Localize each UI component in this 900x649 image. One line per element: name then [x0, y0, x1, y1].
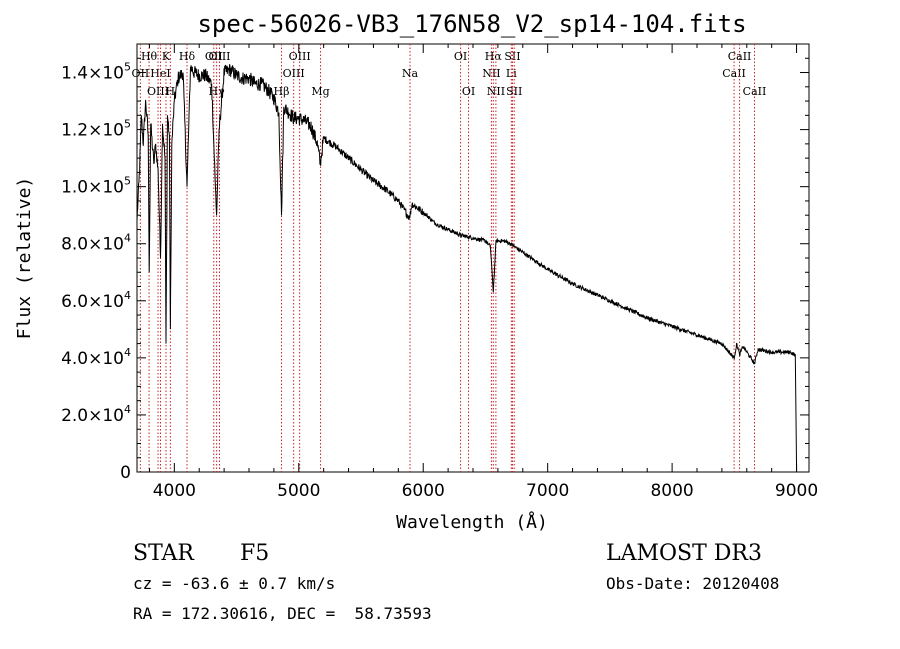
x-axis-ticks: 4000 5000 6000 7000 8000 9000 — [148, 44, 818, 501]
x-tick-label: 6000 — [402, 481, 445, 501]
line-marker-label: Mg — [311, 85, 329, 98]
y-tick-label: 6.0×104 — [61, 289, 131, 312]
line-marker-label: Hα — [485, 50, 503, 63]
line-marker-label: Li — [506, 67, 517, 80]
line-marker-label: OIII — [147, 85, 169, 98]
line-marker-label: OII — [132, 67, 150, 80]
y-tick-label: 2.0×104 — [61, 403, 131, 426]
x-tick-label: 9000 — [775, 481, 818, 501]
observation-date: Obs-Date: 20120408 — [606, 574, 779, 593]
spectral-subclass: F5 — [240, 541, 269, 566]
line-marker-label: OIII — [289, 50, 311, 63]
line-marker-label: NII — [482, 67, 500, 80]
line-marker-label: H — [166, 85, 176, 98]
line-marker-label: OIII — [283, 67, 305, 80]
line-marker-label: NII — [487, 85, 505, 98]
y-tick-label: 1.2×105 — [61, 118, 131, 141]
line-marker-label: OIII — [208, 50, 230, 63]
chart-title: spec-56026-VB3_176N58_V2_sp14-104.fits — [197, 10, 746, 38]
y-tick-label: 4.0×104 — [61, 346, 131, 369]
sky-coordinates: RA = 172.30616, DEC = 58.73593 — [133, 604, 432, 623]
x-tick-label: 5000 — [277, 481, 320, 501]
line-marker-label: SII — [506, 85, 522, 98]
line-marker-label: K — [162, 50, 171, 63]
x-tick-label: 4000 — [153, 481, 196, 501]
object-type: STAR — [133, 541, 195, 566]
line-marker-label: Na — [402, 67, 419, 80]
x-axis-label: Wavelength (Å) — [396, 511, 548, 533]
line-marker-label: OI — [454, 50, 467, 63]
line-marker-label: HeI — [150, 67, 170, 80]
line-marker-label: Hδ — [179, 50, 196, 63]
spectrum-series-line — [136, 64, 798, 473]
redshift-velocity: cz = -63.6 ± 0.7 km/s — [133, 574, 335, 593]
line-marker-label: SII — [504, 50, 520, 63]
x-tick-label: 8000 — [650, 481, 693, 501]
y-tick-label: 0 — [120, 463, 131, 483]
y-axis-label: Flux (relative) — [14, 177, 35, 340]
y-tick-label: 1.0×105 — [61, 175, 131, 198]
line-marker-label: OII — [205, 50, 223, 63]
line-marker-label: CaII — [722, 67, 746, 80]
line-marker-label: OI — [462, 85, 475, 98]
survey-release: LAMOST DR3 — [606, 541, 762, 566]
x-tick-label: 7000 — [526, 481, 569, 501]
y-tick-label: 8.0×104 — [61, 232, 131, 255]
line-marker-label: CaII — [743, 85, 767, 98]
y-axis-ticks: 0 2.0×104 4.0×104 6.0×104 8.0×104 1.0×105 1.2×… — [61, 57, 809, 483]
line-marker-label: Hβ — [274, 85, 290, 98]
line-marker-label: Hγ — [209, 85, 226, 98]
line-marker-label: CaII — [728, 50, 752, 63]
plot-frame — [136, 43, 810, 473]
y-tick-label: 1.4×105 — [61, 61, 131, 84]
line-marker-label: Hθ — [141, 50, 158, 63]
